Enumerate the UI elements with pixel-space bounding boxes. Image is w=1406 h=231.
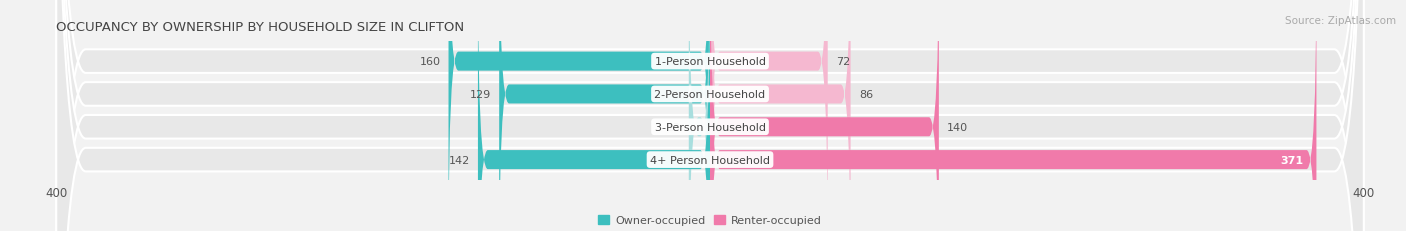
Text: 129: 129 [470, 90, 491, 100]
FancyBboxPatch shape [710, 0, 851, 231]
FancyBboxPatch shape [56, 0, 1364, 231]
Text: OCCUPANCY BY OWNERSHIP BY HOUSEHOLD SIZE IN CLIFTON: OCCUPANCY BY OWNERSHIP BY HOUSEHOLD SIZE… [56, 21, 464, 33]
FancyBboxPatch shape [689, 0, 710, 231]
FancyBboxPatch shape [710, 0, 1316, 231]
Text: 140: 140 [948, 122, 969, 132]
FancyBboxPatch shape [710, 0, 939, 231]
FancyBboxPatch shape [56, 0, 1364, 231]
FancyBboxPatch shape [710, 0, 828, 231]
Text: 371: 371 [1281, 155, 1303, 165]
Text: 1-Person Household: 1-Person Household [655, 57, 765, 67]
Legend: Owner-occupied, Renter-occupied: Owner-occupied, Renter-occupied [593, 211, 827, 230]
Text: 13: 13 [666, 122, 681, 132]
Text: 3-Person Household: 3-Person Household [655, 122, 765, 132]
Text: 4+ Person Household: 4+ Person Household [650, 155, 770, 165]
Text: Source: ZipAtlas.com: Source: ZipAtlas.com [1285, 16, 1396, 26]
FancyBboxPatch shape [499, 0, 710, 231]
FancyBboxPatch shape [56, 0, 1364, 231]
FancyBboxPatch shape [449, 0, 710, 231]
FancyBboxPatch shape [478, 0, 710, 231]
Text: 86: 86 [859, 90, 873, 100]
Text: 72: 72 [837, 57, 851, 67]
Text: 2-Person Household: 2-Person Household [654, 90, 766, 100]
Text: 142: 142 [449, 155, 470, 165]
Text: 160: 160 [419, 57, 440, 67]
FancyBboxPatch shape [56, 0, 1364, 231]
